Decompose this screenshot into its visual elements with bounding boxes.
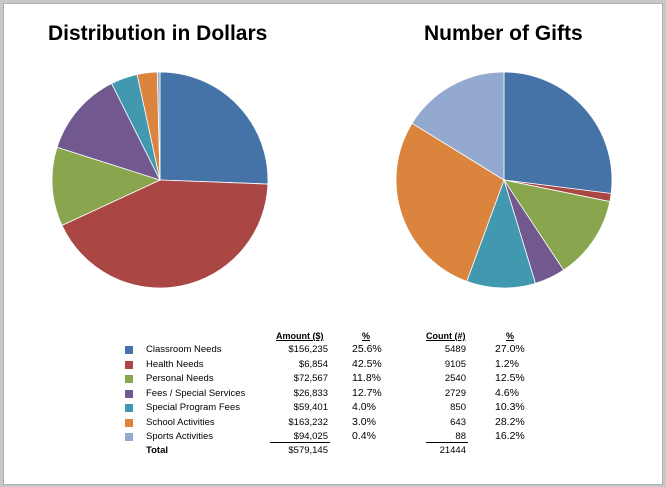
table-row: Health Needs $6,854 42.5% 9105 1.2% [0, 358, 600, 372]
table-row: School Activities $163,232 3.0% 643 28.2% [0, 416, 600, 430]
total-count: 21444 [439, 445, 466, 456]
row-count-pct: 16.2% [495, 430, 525, 442]
amount-header: Amount ($) [276, 331, 324, 341]
row-amount: $156,235 [288, 344, 328, 355]
row-label: School Activities [146, 416, 215, 428]
row-count-pct: 27.0% [495, 343, 525, 355]
row-count: 5489 [444, 344, 466, 355]
row-count-pct: 28.2% [495, 415, 525, 428]
row-amount-pct: 12.7% [352, 386, 382, 399]
row-amount-pct: 25.6% [352, 343, 382, 355]
legend-swatch [125, 346, 133, 354]
legend-swatch [125, 433, 133, 441]
row-amount: $94,025 [293, 431, 328, 442]
row-count: 2729 [444, 387, 466, 399]
dollars-slice-fees-special-services [56, 82, 161, 181]
count-header: Count (#) [426, 331, 466, 341]
row-label: Sports Activities [146, 431, 214, 442]
gifts-slice-school-activities [395, 122, 505, 282]
legend-swatch [125, 360, 133, 369]
row-label: Health Needs [146, 358, 204, 370]
row-count-pct: 4.6% [495, 386, 519, 399]
gifts-chart-title: Number of Gifts [424, 22, 583, 45]
row-count: 9105 [444, 358, 466, 370]
row-count-pct: 1.2% [495, 357, 519, 370]
gifts-slice-personal-needs [503, 179, 611, 271]
dollars-slice-classroom-needs [159, 71, 269, 185]
table-row: Fees / Special Services $26,833 12.7% 2729 4… [0, 387, 600, 401]
table-row: Special Program Fees $59,401 4.0% 850 10.3% [0, 401, 600, 415]
dollars-slice-health-needs [61, 179, 269, 289]
row-count-pct: 10.3% [495, 401, 525, 413]
legend-swatch [125, 375, 133, 383]
row-amount-pct: 42.5% [352, 357, 382, 370]
amount-pct-header: % [362, 331, 371, 341]
row-amount-pct: 11.8% [352, 372, 381, 384]
count-total-rule [426, 442, 468, 443]
amount-total-rule [270, 442, 330, 443]
table-row: Classroom Needs $156,235 25.6% 5489 27.0% [0, 343, 600, 357]
row-count: 643 [450, 416, 466, 428]
row-amount-pct: 4.0% [352, 401, 376, 413]
row-amount-pct: 3.0% [352, 415, 376, 428]
row-amount: $163,232 [288, 416, 328, 428]
row-amount-pct: 0.4% [352, 430, 376, 442]
row-amount: $59,401 [293, 402, 328, 413]
table-row: Sports Activities $94,025 0.4% 88 16.2% [0, 430, 600, 444]
row-label: Personal Needs [146, 373, 214, 384]
legend-swatch [125, 418, 133, 427]
count-pct-header: % [506, 331, 515, 341]
row-label: Fees / Special Services [146, 387, 246, 399]
total-amount: $579,145 [288, 445, 328, 456]
dollars-chart-title: Distribution in Dollars [48, 22, 268, 45]
total-row: Total $579,145 21444 [0, 444, 600, 458]
gifts-slice-sports-activities [411, 71, 505, 181]
gifts-slice-classroom-needs [503, 71, 613, 194]
row-label: Special Program Fees [146, 402, 240, 413]
row-count: 2540 [444, 373, 466, 384]
gifts-pie-chart [395, 71, 613, 289]
gifts-slice-special-program-fees [466, 178, 536, 289]
dollars-slice-sports-activities [156, 71, 161, 181]
row-count: 850 [450, 402, 466, 413]
row-amount: $26,833 [293, 387, 328, 399]
row-count: 88 [455, 431, 466, 442]
total-label: Total [146, 445, 168, 456]
table-row: Personal Needs $72,567 11.8% 2540 12.5% [0, 372, 600, 386]
row-count-pct: 12.5% [495, 372, 525, 384]
legend-swatch [125, 389, 133, 398]
row-label: Classroom Needs [146, 344, 222, 355]
row-amount: $72,567 [293, 373, 328, 384]
dollars-pie-chart [51, 71, 269, 289]
dollars-slice-personal-needs [51, 146, 162, 226]
legend-swatch [125, 404, 133, 412]
row-amount: $6,854 [298, 358, 328, 370]
